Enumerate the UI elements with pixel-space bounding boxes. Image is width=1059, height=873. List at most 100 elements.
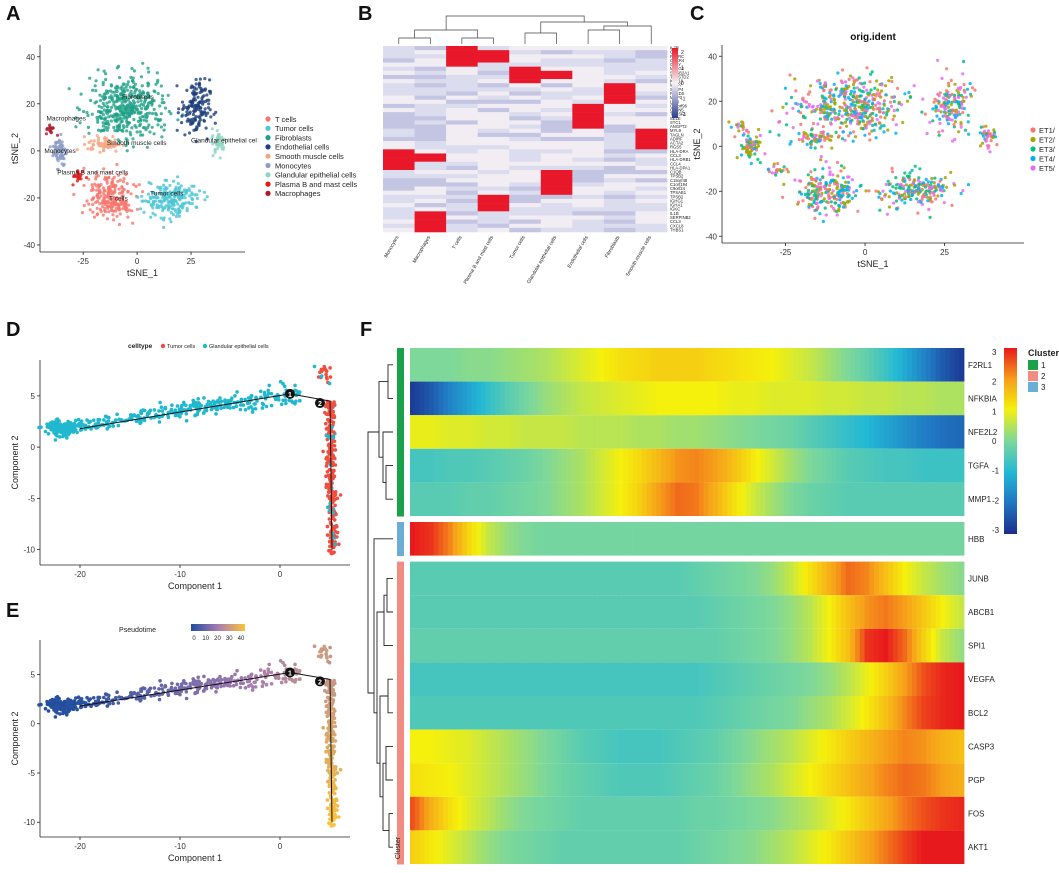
- c-cell-point: [827, 112, 831, 116]
- f-heatmap-cell: [926, 381, 932, 416]
- a-cell-point: [90, 198, 94, 202]
- f-heatmap-cell: [642, 448, 648, 483]
- f-heatmap-cell: [878, 381, 884, 416]
- e-cell-point: [338, 767, 343, 772]
- b-heatmap-cell: [446, 141, 478, 146]
- f-gene-label: TGFA: [968, 462, 990, 471]
- a-cell-point: [95, 115, 99, 119]
- a-cell-point: [121, 103, 125, 107]
- c-cell-point: [961, 95, 965, 99]
- f-heatmap-cell: [750, 482, 757, 516]
- d-cell-point: [223, 398, 227, 402]
- a-cell-point: [120, 85, 124, 89]
- a-cell-point: [107, 175, 111, 179]
- c-cell-point: [891, 95, 895, 99]
- f-heatmap-cell: [499, 448, 506, 483]
- b-heatmap-cell: [635, 74, 668, 80]
- e-cell-point: [333, 764, 338, 769]
- c-cell-point: [966, 183, 971, 187]
- a-cell-point: [142, 210, 146, 214]
- b-dendrogram-branch: [461, 37, 494, 44]
- d-cell-point: [324, 375, 329, 380]
- b-heatmap-cell: [446, 108, 478, 113]
- b-heatmap-cell: [477, 50, 510, 55]
- c-cell-point: [942, 201, 946, 205]
- c-cell-point: [788, 142, 792, 146]
- f-heatmap-cell: [675, 381, 681, 416]
- c-cell-point: [841, 193, 845, 197]
- b-heatmap-cell: [383, 178, 415, 183]
- f-heatmap-cell: [447, 381, 454, 416]
- f-heatmap-cell: [907, 415, 913, 449]
- c-cell-point: [899, 103, 904, 107]
- b-heatmap-cell: [540, 124, 573, 129]
- a-cell-point: [130, 94, 134, 99]
- a-cell-point: [128, 101, 132, 105]
- c-cell-point: [741, 127, 745, 131]
- c-cell-point: [784, 102, 788, 106]
- c-cell-point: [824, 114, 828, 118]
- c-cell-point: [885, 212, 890, 216]
- c-cell-point: [834, 87, 838, 92]
- d-cell-point: [55, 434, 59, 438]
- a-cell-point: [96, 120, 100, 124]
- b-heatmap-cell: [603, 132, 636, 138]
- a-cell-point: [59, 132, 63, 136]
- f-heatmap-cell: [679, 415, 686, 449]
- d-cell-point: [281, 398, 286, 403]
- b-heatmap-cell: [477, 170, 510, 175]
- f-heatmap-cell: [807, 448, 813, 483]
- b-heatmap-cell: [414, 174, 447, 179]
- f-heatmap-cell: [457, 482, 463, 516]
- a-cell-point: [181, 107, 185, 111]
- d-cell-point: [327, 381, 332, 386]
- e-cell-point: [260, 680, 265, 684]
- b-heatmap-cell: [603, 99, 636, 105]
- a-cell-point: [101, 186, 106, 190]
- a-cell-point: [60, 145, 64, 150]
- d-cell-point: [113, 419, 118, 423]
- c-cell-point: [789, 140, 793, 144]
- c-cell-point: [735, 156, 739, 160]
- a-cell-point: [190, 84, 194, 88]
- d-cell-point: [328, 366, 332, 370]
- f-heatmap-cell: [424, 482, 430, 516]
- c-cell-point: [935, 114, 939, 118]
- c-cell-point: [953, 137, 957, 141]
- a-y-tick-label: -40: [23, 241, 35, 250]
- c-cell-point: [809, 146, 813, 150]
- e-cell-point: [337, 815, 341, 819]
- d-cell-point: [160, 409, 164, 413]
- b-heatmap-cell: [572, 170, 605, 175]
- a-cell-point: [159, 191, 163, 195]
- c-cell-point: [729, 125, 733, 129]
- a-cell-point: [49, 130, 53, 134]
- f-heatmap-cell: [930, 415, 936, 449]
- c-cell-point: [770, 109, 774, 113]
- c-cell-point: [944, 111, 948, 115]
- a-cell-point: [56, 167, 60, 171]
- f-heatmap-cell: [542, 381, 548, 416]
- f-heatmap-cell: [665, 381, 671, 416]
- c-cell-point: [882, 130, 886, 134]
- a-cell-point: [116, 179, 120, 183]
- c-cell-point: [835, 160, 840, 165]
- b-heatmap-cell: [635, 211, 668, 216]
- c-cell-point: [766, 167, 770, 172]
- e-colorbar-tick: 40: [238, 636, 245, 642]
- b-heatmap-cell: [572, 91, 605, 96]
- f-heatmap-cell: [689, 348, 695, 382]
- c-cell-point: [810, 134, 814, 138]
- b-heatmap-cell: [540, 79, 573, 84]
- c-cell-point: [931, 119, 935, 123]
- c-cell-point: [856, 116, 860, 120]
- f-heatmap-cell: [570, 482, 577, 516]
- e-cell-point: [325, 737, 329, 742]
- b-heatmap-cell: [446, 58, 478, 63]
- c-cell-point: [809, 84, 813, 88]
- d-branch-node-label: 1: [288, 392, 292, 399]
- f-heatmap-cell: [447, 348, 454, 382]
- a-cell-point: [95, 206, 99, 210]
- f-heatmap-cell: [623, 482, 629, 516]
- c-cell-point: [822, 185, 827, 189]
